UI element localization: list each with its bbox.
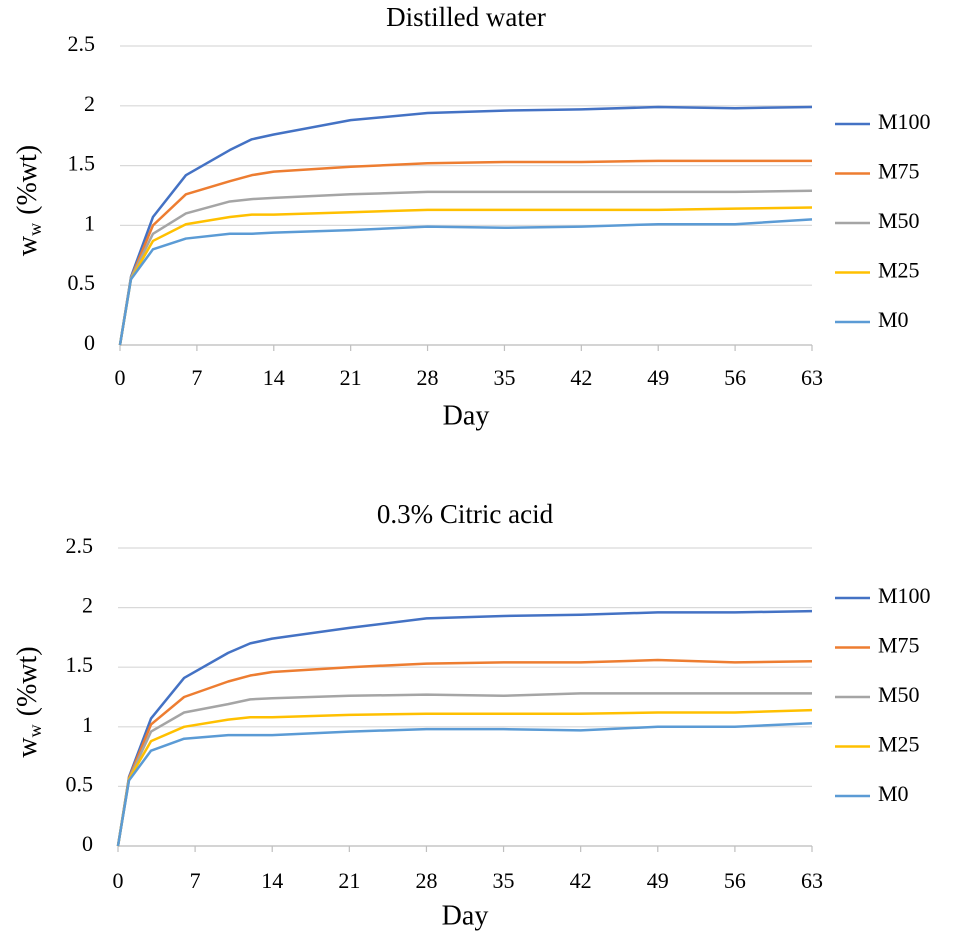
x-tick-label: 35 (493, 868, 515, 893)
x-tick-label: 14 (261, 868, 283, 893)
x-tick-label: 0 (113, 868, 124, 893)
chart-title: Distilled water (386, 2, 546, 32)
x-tick-label: 63 (801, 365, 823, 390)
y-tick-label: 0.5 (68, 270, 96, 295)
x-tick-label: 35 (493, 365, 515, 390)
chart: 0.3% Citric acid 0 0.5 1 1.5 2 2.5 0 7 14 21 28 35 42… (12, 499, 930, 931)
y-tick-label: 2 (82, 593, 93, 618)
y-label-main: w (12, 235, 43, 256)
y-label-rest: (%wt) (12, 646, 43, 716)
y-label-rest: (%wt) (12, 145, 43, 215)
data-line (118, 189, 813, 346)
data-line (116, 609, 813, 847)
y-label-sub: w (25, 724, 45, 737)
data-line (116, 658, 813, 847)
x-tick-label: 21 (340, 365, 362, 390)
legend-label: M25 (878, 732, 920, 757)
x-tick-label: 49 (647, 868, 669, 893)
legend-label: M75 (878, 633, 920, 658)
legend-label: M100 (878, 109, 931, 134)
x-tick-label: 56 (724, 365, 746, 390)
y-tick-label: 1.5 (66, 652, 94, 677)
x-tick-label: 7 (191, 365, 202, 390)
x-axis-label: Day (443, 400, 490, 431)
x-axis-label: Day (442, 900, 489, 931)
x-tick-label: 63 (801, 868, 823, 893)
x-tick-label: 56 (724, 868, 746, 893)
x-tick-label: 49 (647, 365, 669, 390)
y-tick-label: 0 (82, 831, 93, 856)
x-tick-label: 14 (263, 365, 285, 390)
y-tick-label: 1 (82, 712, 93, 737)
x-tick-label: 21 (338, 868, 360, 893)
legend-label: M50 (878, 208, 920, 233)
data-line (118, 159, 812, 346)
legend-label: M100 (878, 583, 931, 608)
data-line (116, 721, 813, 847)
y-tick-label: 0 (84, 330, 95, 355)
legend-label: M0 (878, 307, 909, 332)
x-tick-label: 42 (570, 868, 592, 893)
data-line (118, 105, 813, 346)
x-tick-label: 28 (415, 868, 437, 893)
legend-label: M0 (878, 781, 909, 806)
chart: Distilled water 0 0.5 1 1.5 2 2.5 0 7 14 21 28 35 42 4… (12, 2, 930, 431)
data-line (116, 708, 813, 847)
y-label-sub: w (25, 223, 45, 236)
y-tick-label: 2.5 (66, 533, 94, 558)
y-tick-label: 2 (84, 91, 95, 116)
data-line (116, 692, 812, 847)
y-tick-label: 1 (84, 210, 95, 235)
y-tick-label: 0.5 (66, 771, 94, 796)
y-axis-label: ww (%wt) (12, 145, 45, 256)
chart-title: 0.3% Citric acid (377, 499, 554, 529)
legend-label: M50 (878, 682, 920, 707)
legend-label: M25 (878, 258, 920, 283)
data-line (118, 218, 813, 346)
legend-label: M75 (878, 159, 920, 184)
x-tick-label: 42 (570, 365, 592, 390)
x-tick-label: 0 (115, 365, 126, 390)
y-tick-label: 1.5 (68, 151, 96, 176)
x-tick-label: 28 (417, 365, 439, 390)
y-tick-label: 2.5 (68, 31, 96, 56)
data-line (118, 206, 813, 346)
y-label-main: w (12, 737, 43, 758)
y-axis-label: ww (%wt) (12, 646, 45, 757)
x-tick-label: 7 (190, 868, 201, 893)
